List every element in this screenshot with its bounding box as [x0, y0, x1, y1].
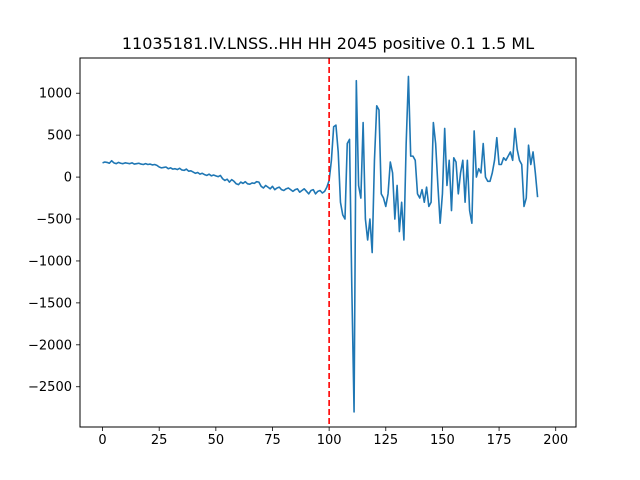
- chart-title: 11035181.IV.LNSS..HH HH 2045 positive 0.…: [122, 34, 534, 53]
- x-axis: 0 25 50 75 100 125 150 175 200: [98, 427, 568, 448]
- x-tick-label: 75: [264, 433, 281, 448]
- plot-frame: [79, 57, 577, 428]
- x-tick-label: 150: [430, 433, 455, 448]
- x-tick-label: 175: [487, 433, 512, 448]
- y-tick-label: 1000: [39, 87, 72, 102]
- x-tick-label: 0: [98, 433, 106, 448]
- y-tick-label: −2500: [28, 380, 72, 395]
- x-tick-label: 125: [373, 433, 398, 448]
- plot-area: [102, 58, 539, 427]
- x-tick-label: 200: [543, 433, 568, 448]
- x-tick-label: 50: [208, 433, 225, 448]
- y-tick-label: −500: [36, 213, 72, 228]
- y-tick-label: −2000: [28, 338, 72, 353]
- y-tick-label: 500: [47, 129, 72, 144]
- y-tick-label: 0: [64, 171, 72, 186]
- y-tick-label: −1000: [28, 254, 72, 269]
- x-tick-label: 25: [151, 433, 168, 448]
- x-tick-label: 100: [317, 433, 342, 448]
- y-axis: −2500 −2000 −1500 −1000 −500 0 500 1000: [28, 87, 80, 395]
- series-line-0: [102, 75, 539, 413]
- y-tick-label: −1500: [28, 296, 72, 311]
